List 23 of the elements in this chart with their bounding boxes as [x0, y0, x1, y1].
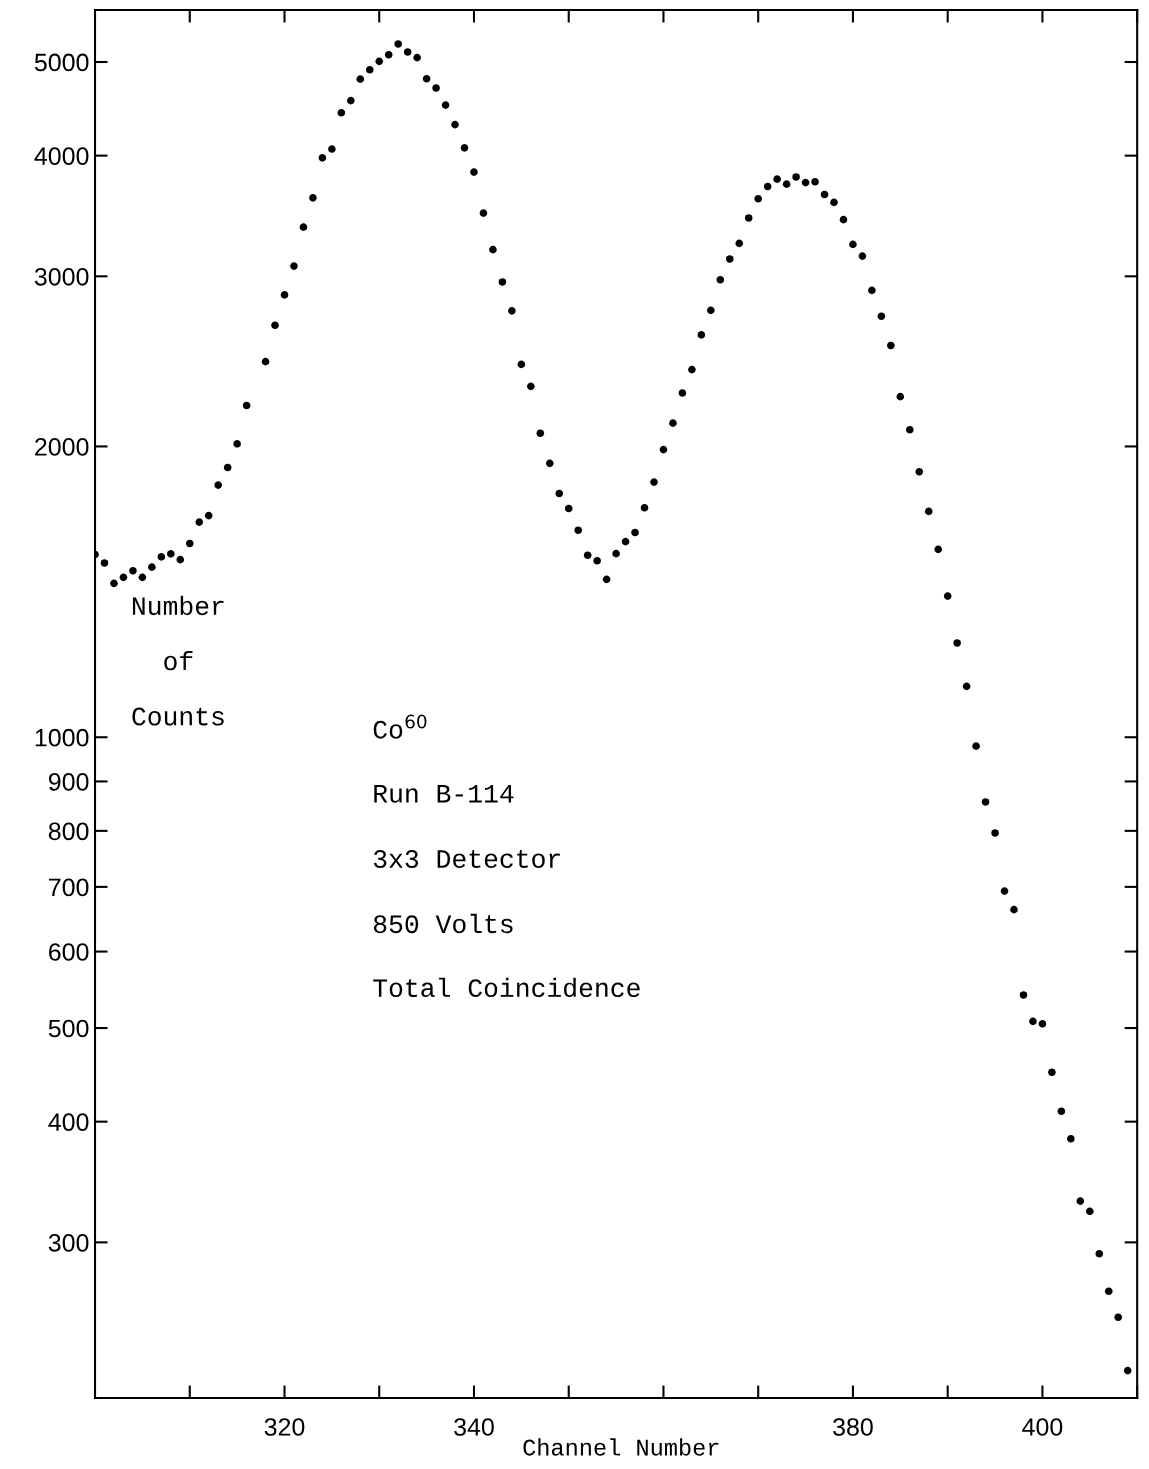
x-tick-label: 380: [833, 1418, 873, 1436]
text: Number of Counts: [132, 595, 224, 726]
y-tick-label: 400: [48, 1113, 89, 1131]
y-tick-label: 2000: [35, 438, 89, 456]
y-tick-label: 5000: [34, 53, 89, 72]
annotation: 3x3 Detector: [373, 850, 560, 868]
y-tick-label: 500: [48, 1019, 89, 1038]
y-tick-label: 300: [48, 1233, 89, 1252]
y-tick-label: 900: [48, 773, 89, 791]
y-tick-label: 1000: [35, 728, 89, 747]
annotation: Total Coincidence: [373, 977, 640, 998]
y-tick-label: 800: [48, 822, 89, 841]
y-tick-label: 600: [49, 943, 89, 961]
y-tick-label: 3000: [34, 267, 89, 286]
x-tick-label: 400: [1022, 1418, 1063, 1436]
annotation: Co$^{60}$: [373, 714, 427, 739]
x-axis-title: Channel Number: [523, 1438, 719, 1456]
annotation: Run B-114: [374, 785, 514, 803]
annotation: 850 Volts: [373, 913, 513, 934]
x-tick-label: 340: [454, 1418, 494, 1436]
y-tick-label: 4000: [34, 147, 89, 165]
x-tick-label: 320: [264, 1418, 305, 1436]
y-tick-label: 700: [49, 878, 89, 897]
